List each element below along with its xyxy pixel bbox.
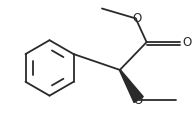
Polygon shape: [119, 70, 143, 102]
Text: O: O: [133, 94, 142, 107]
Text: O: O: [183, 36, 192, 49]
Text: O: O: [132, 12, 141, 25]
